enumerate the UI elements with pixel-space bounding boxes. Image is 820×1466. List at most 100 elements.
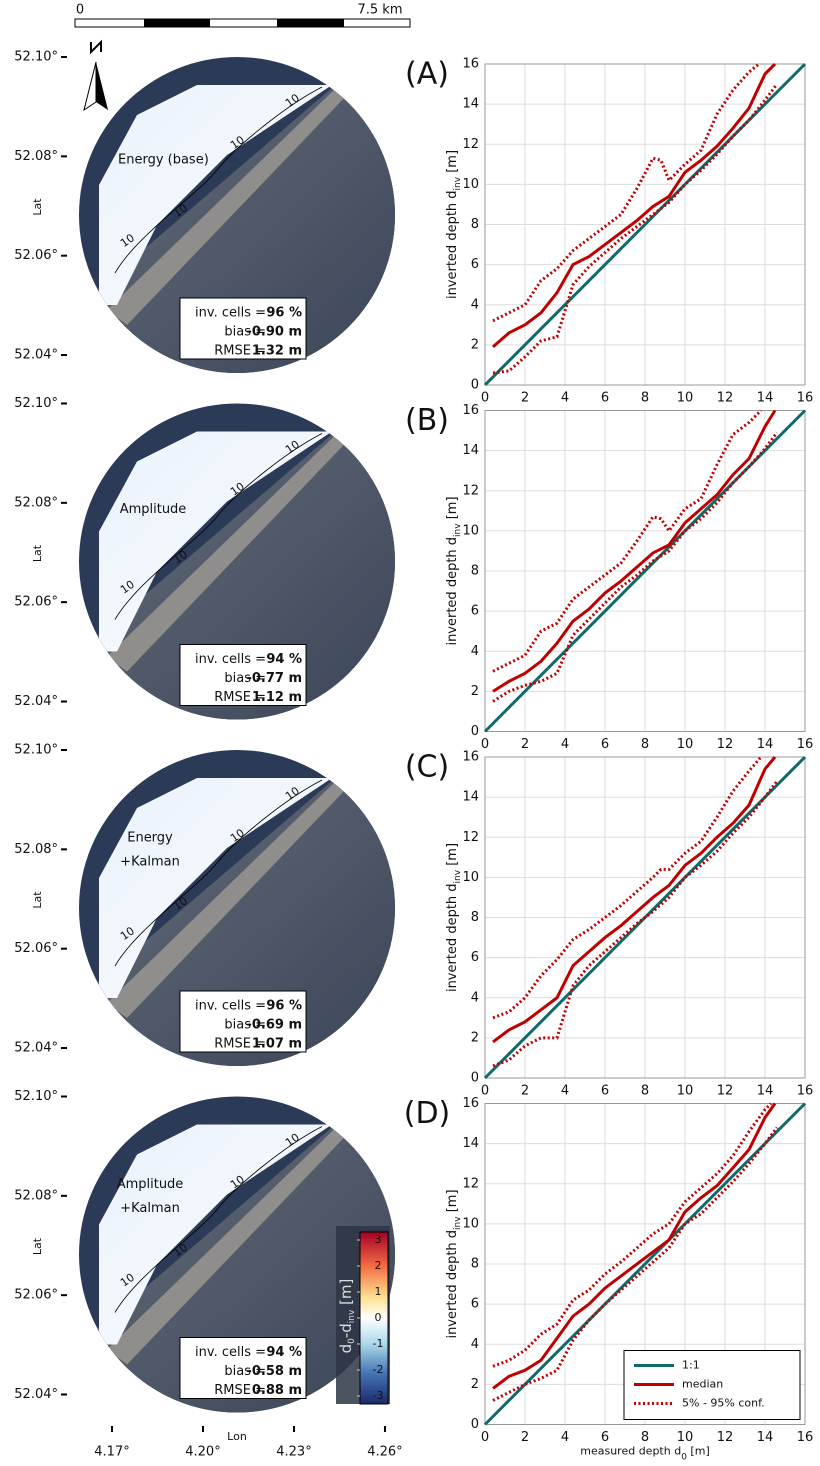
x-tick-label: 14 <box>757 1084 774 1099</box>
colorbar-label-part: -d <box>337 1323 355 1338</box>
x-axis-label-part: measured depth d <box>580 1445 681 1458</box>
y-tick-label: 12 <box>462 830 479 845</box>
x-tick-label: 16 <box>797 1084 814 1099</box>
water <box>99 1124 332 1345</box>
y-tick-label: 10 <box>462 177 479 192</box>
y-tick-label: 16 <box>462 57 479 72</box>
y-tick-label: 0 <box>471 724 479 739</box>
y-axis-label-part: [m] <box>445 1189 460 1216</box>
stat-value: -0.77 m <box>246 671 302 686</box>
series-line <box>492 780 779 1068</box>
stat-label: inv. cells = <box>195 999 266 1014</box>
stats-box <box>179 990 307 1053</box>
series-line <box>492 62 760 323</box>
x-tick-label: 10 <box>677 1430 694 1445</box>
x-tick-label: 0 <box>481 391 489 406</box>
y-tick-label: 14 <box>462 97 479 112</box>
colorbar-tick-label: -1 <box>373 1337 384 1350</box>
beach <box>107 780 347 1018</box>
y-tick-label: 8 <box>471 217 479 232</box>
lon-tick-label: 4.17° <box>94 1445 129 1460</box>
y-axis-label-part: inv <box>453 1216 463 1230</box>
y-tick-label: 2 <box>471 337 479 352</box>
x-tick-label: 0 <box>481 1430 489 1445</box>
y-tick-label: 12 <box>462 137 479 152</box>
y-tick-label: 12 <box>462 483 479 498</box>
stat-label: inv. cells = <box>195 306 266 321</box>
x-tick-label: 16 <box>797 1430 814 1445</box>
x-tick-label: 16 <box>797 737 814 752</box>
x-tick-label: 2 <box>521 391 529 406</box>
stat-value: 0.88 m <box>252 1383 302 1398</box>
panel-label: (C) <box>405 750 449 785</box>
y-axis-label-part: [m] <box>445 843 460 870</box>
colorbar-label: d0-dinv [m] <box>337 1279 357 1354</box>
stat-label: RMSE = <box>214 344 266 359</box>
lat-tick-label: 52.10° <box>14 743 58 758</box>
lat-tick-label: 52.06° <box>14 595 58 610</box>
stat-value: 94 % <box>266 652 302 667</box>
x-tick-label: 16 <box>797 391 814 406</box>
y-tick-label: 8 <box>471 1257 479 1272</box>
beach <box>107 433 347 672</box>
scale-label: 0 <box>76 3 84 18</box>
panel-label: (A) <box>405 57 449 92</box>
y-tick-label: 4 <box>471 644 479 659</box>
land <box>79 75 395 373</box>
series-line <box>492 756 763 1020</box>
x-tick-label: 4 <box>561 1084 569 1099</box>
map-label: Amplitude <box>120 502 187 517</box>
scale-bar-seg <box>144 19 210 27</box>
y-tick-label: 14 <box>462 443 479 458</box>
lat-tick-label: 52.06° <box>14 1288 58 1303</box>
y-tick-label: 8 <box>471 564 479 579</box>
lat-tick-label: 52.04° <box>14 348 58 363</box>
stat-value: -0.90 m <box>246 325 302 340</box>
lat-tick-label: 52.04° <box>14 1387 58 1402</box>
lat-tick-label: 52.06° <box>14 248 58 263</box>
contour <box>114 779 323 967</box>
lon-tick-label: 4.26° <box>367 1445 402 1460</box>
x-tick-label: 8 <box>641 1430 649 1445</box>
y-axis-label-part: inverted depth d <box>445 883 460 992</box>
land <box>79 421 395 720</box>
x-tick-label: 0 <box>481 737 489 752</box>
series-line <box>492 756 777 1044</box>
stat-value: 1.32 m <box>252 344 302 359</box>
y-tick-label: 6 <box>471 1297 479 1312</box>
stat-value: -0.58 m <box>246 1364 302 1379</box>
y-tick-label: 2 <box>471 684 479 699</box>
y-tick-label: 10 <box>462 523 479 538</box>
map <box>79 57 395 373</box>
lat-tick-label: 52.08° <box>14 149 58 164</box>
x-tick-label: 6 <box>601 391 609 406</box>
series-line <box>483 1102 807 1426</box>
x-tick-label: 4 <box>561 737 569 752</box>
x-axis-label: measured depth d0 [m] <box>580 1445 709 1463</box>
x-tick-label: 10 <box>677 737 694 752</box>
map-label: Energy (base) <box>118 153 209 168</box>
x-tick-label: 12 <box>717 1084 734 1099</box>
stat-label: RMSE = <box>214 1383 266 1398</box>
colorbar-tick-label: 3 <box>375 1233 382 1246</box>
y-axis-label-part: [m] <box>445 150 460 177</box>
lat-tick-label: 52.10° <box>14 1089 58 1104</box>
x-tick-label: 14 <box>757 1430 774 1445</box>
water <box>99 85 332 305</box>
stat-label: RMSE = <box>214 690 266 705</box>
stat-label: bias = <box>224 1018 266 1033</box>
x-tick-label: 14 <box>757 391 774 406</box>
plot-frame <box>484 756 806 1079</box>
y-axis-label: inverted depth dinv [m] <box>445 1189 463 1338</box>
y-axis-label-part: inverted depth d <box>445 190 460 299</box>
x-tick-label: 0 <box>481 1084 489 1099</box>
stats-box <box>179 644 307 706</box>
y-tick-label: 4 <box>471 990 479 1005</box>
y-tick-label: 10 <box>462 870 479 885</box>
north-arrow <box>96 62 108 110</box>
x-tick-label: 2 <box>521 1084 529 1099</box>
legend-label: 5% - 95% conf. <box>682 1397 765 1410</box>
y-axis-label-part: inverted depth d <box>445 1230 460 1339</box>
lon-tick-label: 4.23° <box>276 1445 311 1460</box>
